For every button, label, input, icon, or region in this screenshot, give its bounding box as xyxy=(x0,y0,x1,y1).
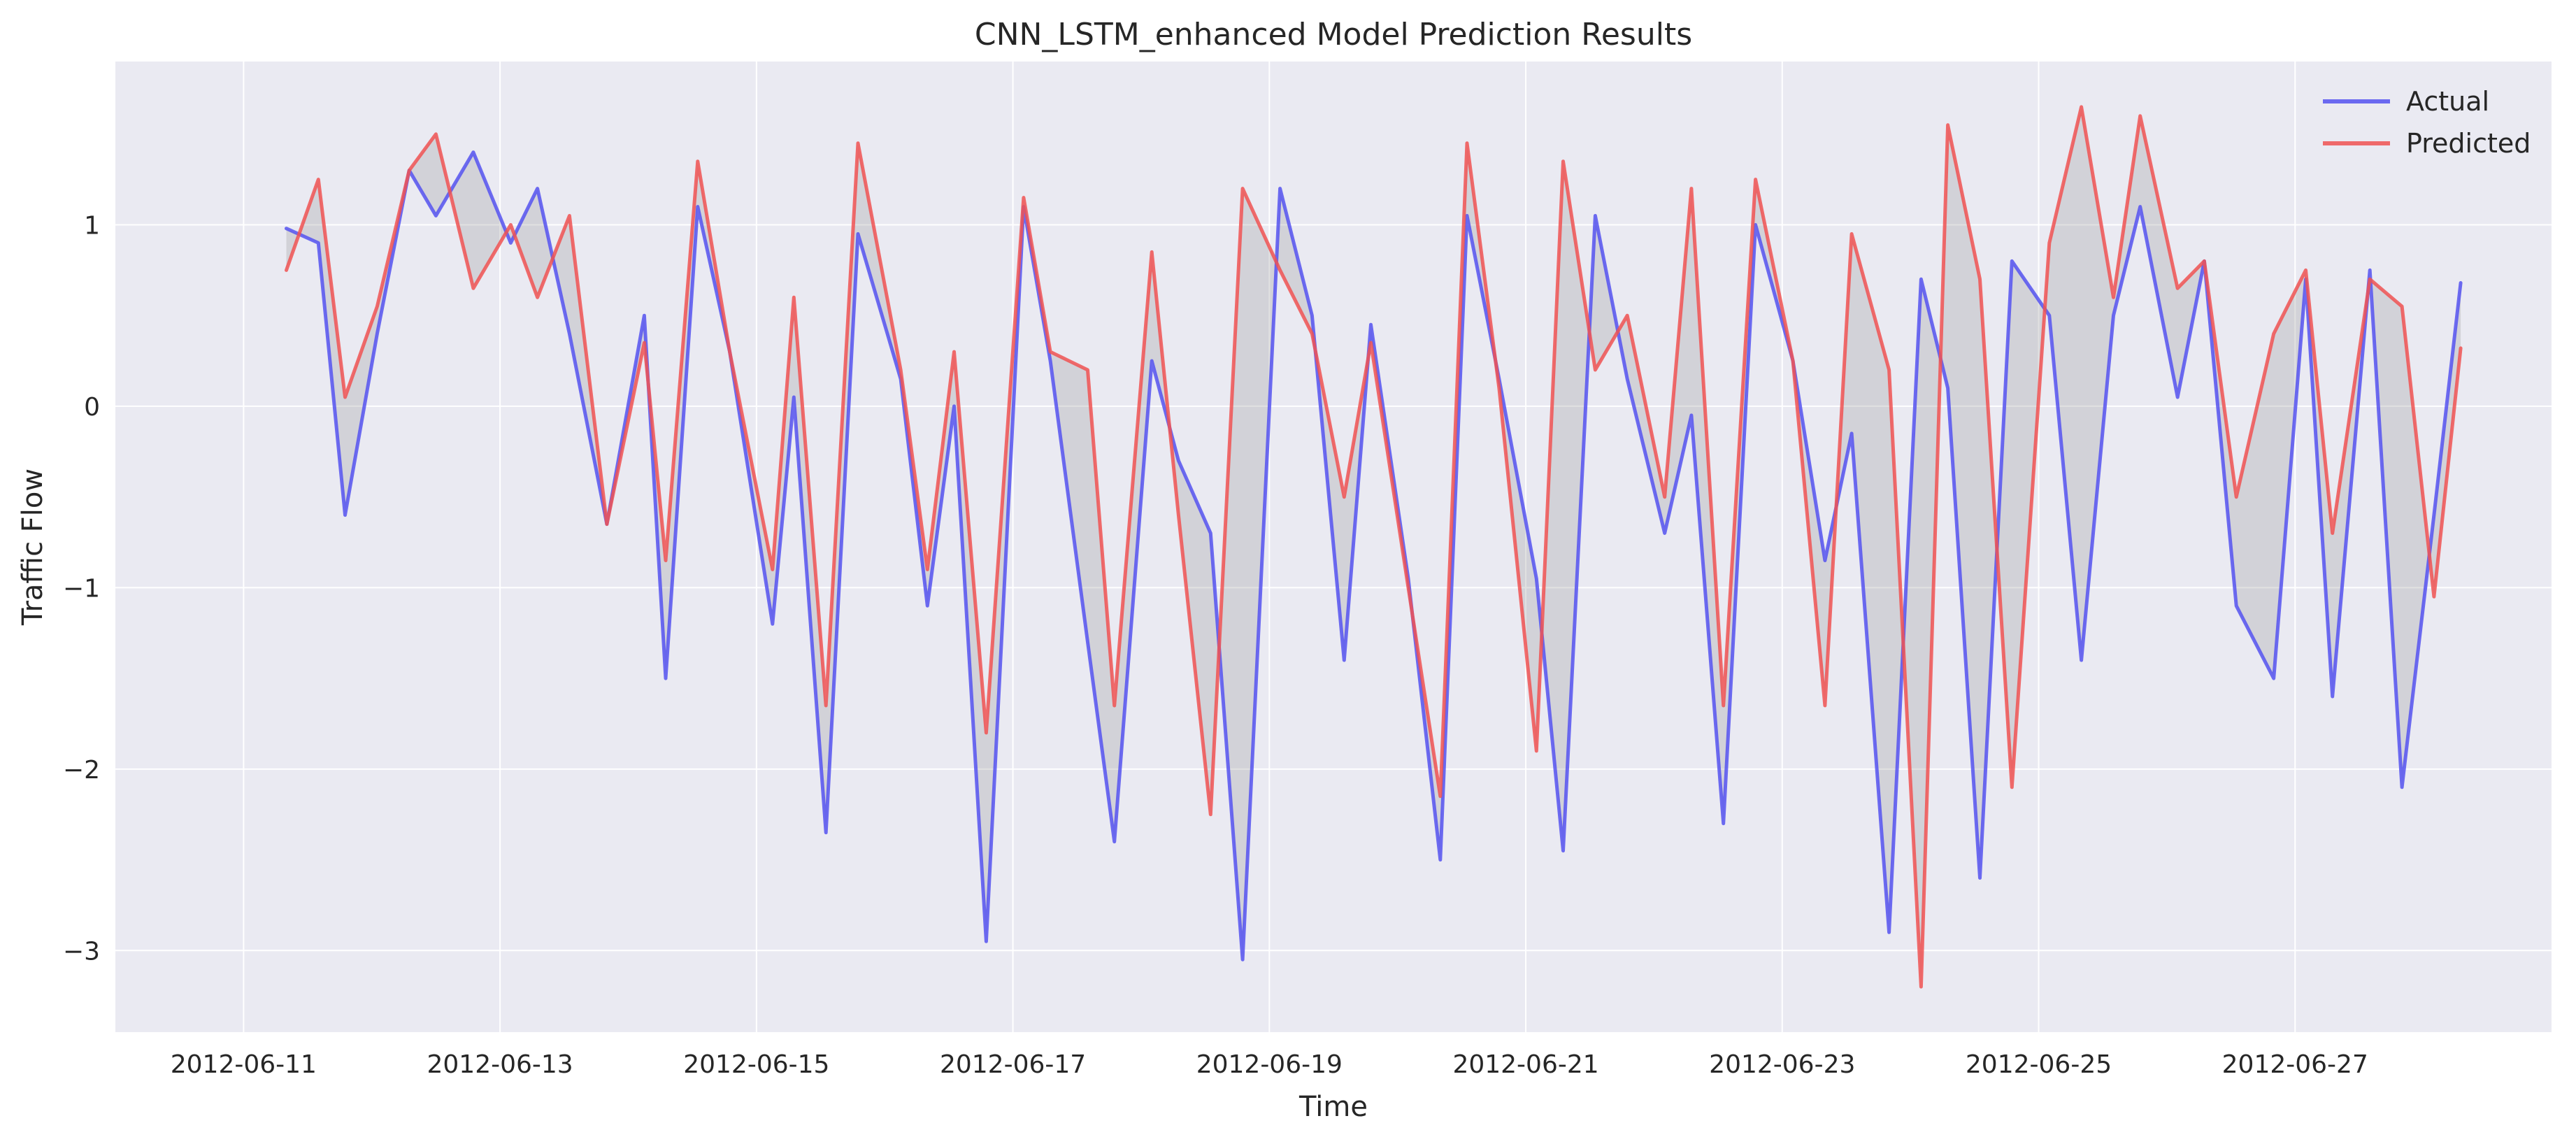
y-tick-label: 0 xyxy=(84,393,100,422)
y-tick-label: −3 xyxy=(63,937,100,966)
x-tick-label: 2012-06-21 xyxy=(1452,1050,1598,1079)
y-axis: −3 −2 −1 0 1 xyxy=(63,211,100,966)
chart-title: CNN_LSTM_enhanced Model Prediction Resul… xyxy=(975,17,1692,52)
series-line-predicted xyxy=(285,105,2463,989)
legend-label-actual: Actual xyxy=(2406,86,2489,117)
y-axis-label: Traffic Flow xyxy=(17,469,49,626)
legend-label-predicted: Predicted xyxy=(2406,128,2531,159)
y-tick-label: −2 xyxy=(63,756,100,785)
series-line-actual xyxy=(285,150,2463,961)
x-tick-label: 2012-06-25 xyxy=(1966,1050,2112,1079)
y-tick-label: −1 xyxy=(63,574,100,603)
x-tick-label: 2012-06-15 xyxy=(683,1050,829,1079)
grid xyxy=(115,62,2552,1032)
x-tick-label: 2012-06-17 xyxy=(940,1050,1086,1079)
x-tick-label: 2012-06-27 xyxy=(2222,1050,2368,1079)
y-tick-label: 1 xyxy=(84,211,100,240)
x-tick-label: 2012-06-11 xyxy=(171,1050,317,1079)
x-tick-label: 2012-06-13 xyxy=(427,1050,573,1079)
x-tick-label: 2012-06-23 xyxy=(1709,1050,1855,1079)
x-tick-label: 2012-06-19 xyxy=(1196,1050,1343,1079)
x-axis: 2012-06-11 2012-06-13 2012-06-15 2012-06-17… xyxy=(171,1050,2368,1079)
difference-fill xyxy=(286,106,2461,987)
x-axis-label: Time xyxy=(1298,1091,1368,1123)
legend: Actual Predicted xyxy=(2323,86,2531,159)
